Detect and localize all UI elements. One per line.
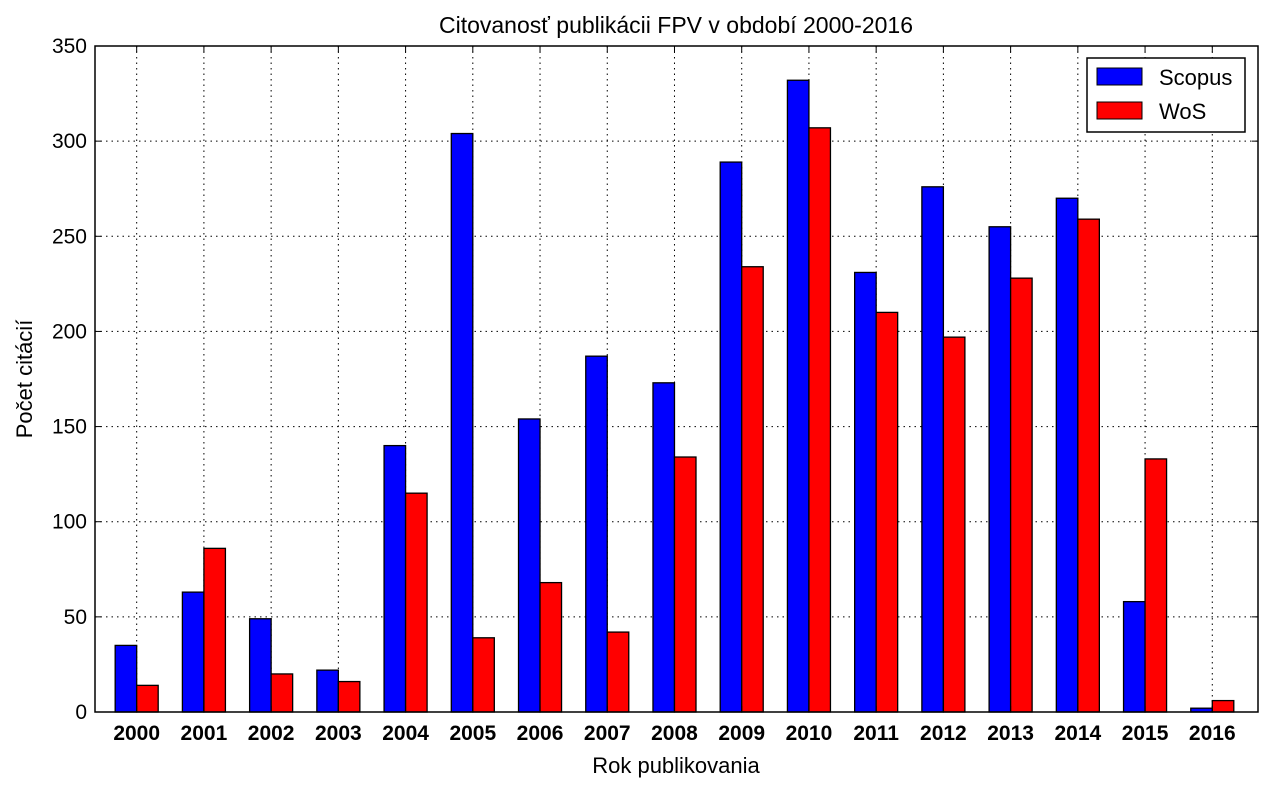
legend-label-scopus: Scopus [1159, 65, 1232, 90]
bar-wos-2002 [270, 673, 294, 713]
x-tick-label: 2002 [248, 722, 295, 745]
x-tick-label: 2010 [786, 722, 833, 745]
y-tick-label: 250 [52, 225, 87, 248]
x-tick-label: 2013 [987, 722, 1034, 745]
bar-scopus-2003 [316, 669, 340, 713]
bar-scopus-2014 [1055, 197, 1079, 713]
bar-wos-2005 [472, 637, 495, 713]
y-tick-label: 350 [52, 35, 87, 58]
bar-wos-2016 [1211, 699, 1235, 713]
legend-swatch-scopus [1096, 67, 1143, 86]
y-tick-label: 150 [52, 416, 87, 439]
chart-title: Citovanosť publikácii FPV v období 2000-… [439, 12, 913, 38]
bars [114, 79, 1235, 713]
bar-scopus-2000 [114, 644, 138, 713]
bar-scopus-2015 [1122, 600, 1146, 713]
x-tick-label: 2011 [853, 722, 899, 745]
x-tick-label: 2006 [517, 722, 564, 745]
bar-scopus-2007 [585, 355, 608, 713]
bar-scopus-2005 [450, 132, 474, 713]
bar-scopus-2012 [921, 186, 945, 713]
x-tick-label: 2000 [113, 722, 160, 745]
x-tick-label: 2014 [1054, 722, 1101, 745]
x-tick-label: 2001 [181, 722, 228, 745]
bar-scopus-2004 [383, 444, 407, 713]
x-tick-label: 2003 [315, 722, 362, 745]
bar-scopus-2001 [181, 591, 205, 713]
y-tick-label: 200 [52, 320, 87, 343]
y-axis-label: Počet citácií [12, 320, 37, 439]
x-tick-label: 2005 [449, 722, 496, 745]
bar-wos-2003 [337, 680, 361, 713]
x-tick-label: 2004 [382, 722, 429, 745]
bar-wos-2009 [741, 266, 764, 713]
bar-wos-2013 [1009, 277, 1033, 713]
bar-wos-2001 [203, 547, 227, 713]
x-tick-label: 2012 [920, 722, 967, 745]
legend-label-wos: WoS [1159, 99, 1206, 124]
x-tick-label: 2016 [1189, 722, 1236, 745]
bar-wos-2014 [1077, 218, 1100, 713]
bar-wos-2000 [136, 684, 159, 713]
bar-wos-2011 [875, 311, 899, 713]
bar-scopus-2011 [853, 271, 877, 713]
ticks: 0 50 100 150 200 250 300 350 2000 2001 2002 2003 200… [52, 35, 1258, 745]
bar-wos-2008 [673, 456, 697, 713]
bar-wos-2015 [1144, 458, 1168, 713]
plot-frame [94, 45, 1259, 713]
x-tick-label: 2015 [1122, 722, 1169, 745]
bar-wos-2007 [606, 631, 630, 713]
bar-scopus-2013 [988, 226, 1012, 713]
legend: Scopus WoS [1086, 57, 1246, 133]
y-tick-label: 0 [75, 701, 87, 724]
bar-scopus-2002 [248, 618, 272, 713]
legend-swatch-wos [1096, 101, 1143, 120]
bar-wos-2012 [942, 336, 966, 713]
bar-scopus-2006 [517, 418, 541, 713]
x-tick-label: 2007 [584, 722, 631, 745]
bar-wos-2010 [808, 127, 832, 713]
bar-wos-2006 [539, 581, 563, 713]
x-axis-label: Rok publikovania [592, 753, 760, 778]
bar-scopus-2010 [786, 79, 810, 713]
bar-scopus-2008 [652, 382, 676, 713]
y-tick-label: 100 [52, 511, 87, 534]
bar-scopus-2009 [719, 161, 743, 713]
bar-wos-2004 [404, 492, 428, 713]
x-tick-label: 2008 [651, 722, 698, 745]
x-tick-label: 2009 [718, 722, 765, 745]
y-tick-label: 300 [52, 130, 87, 153]
y-tick-label: 50 [64, 606, 87, 629]
